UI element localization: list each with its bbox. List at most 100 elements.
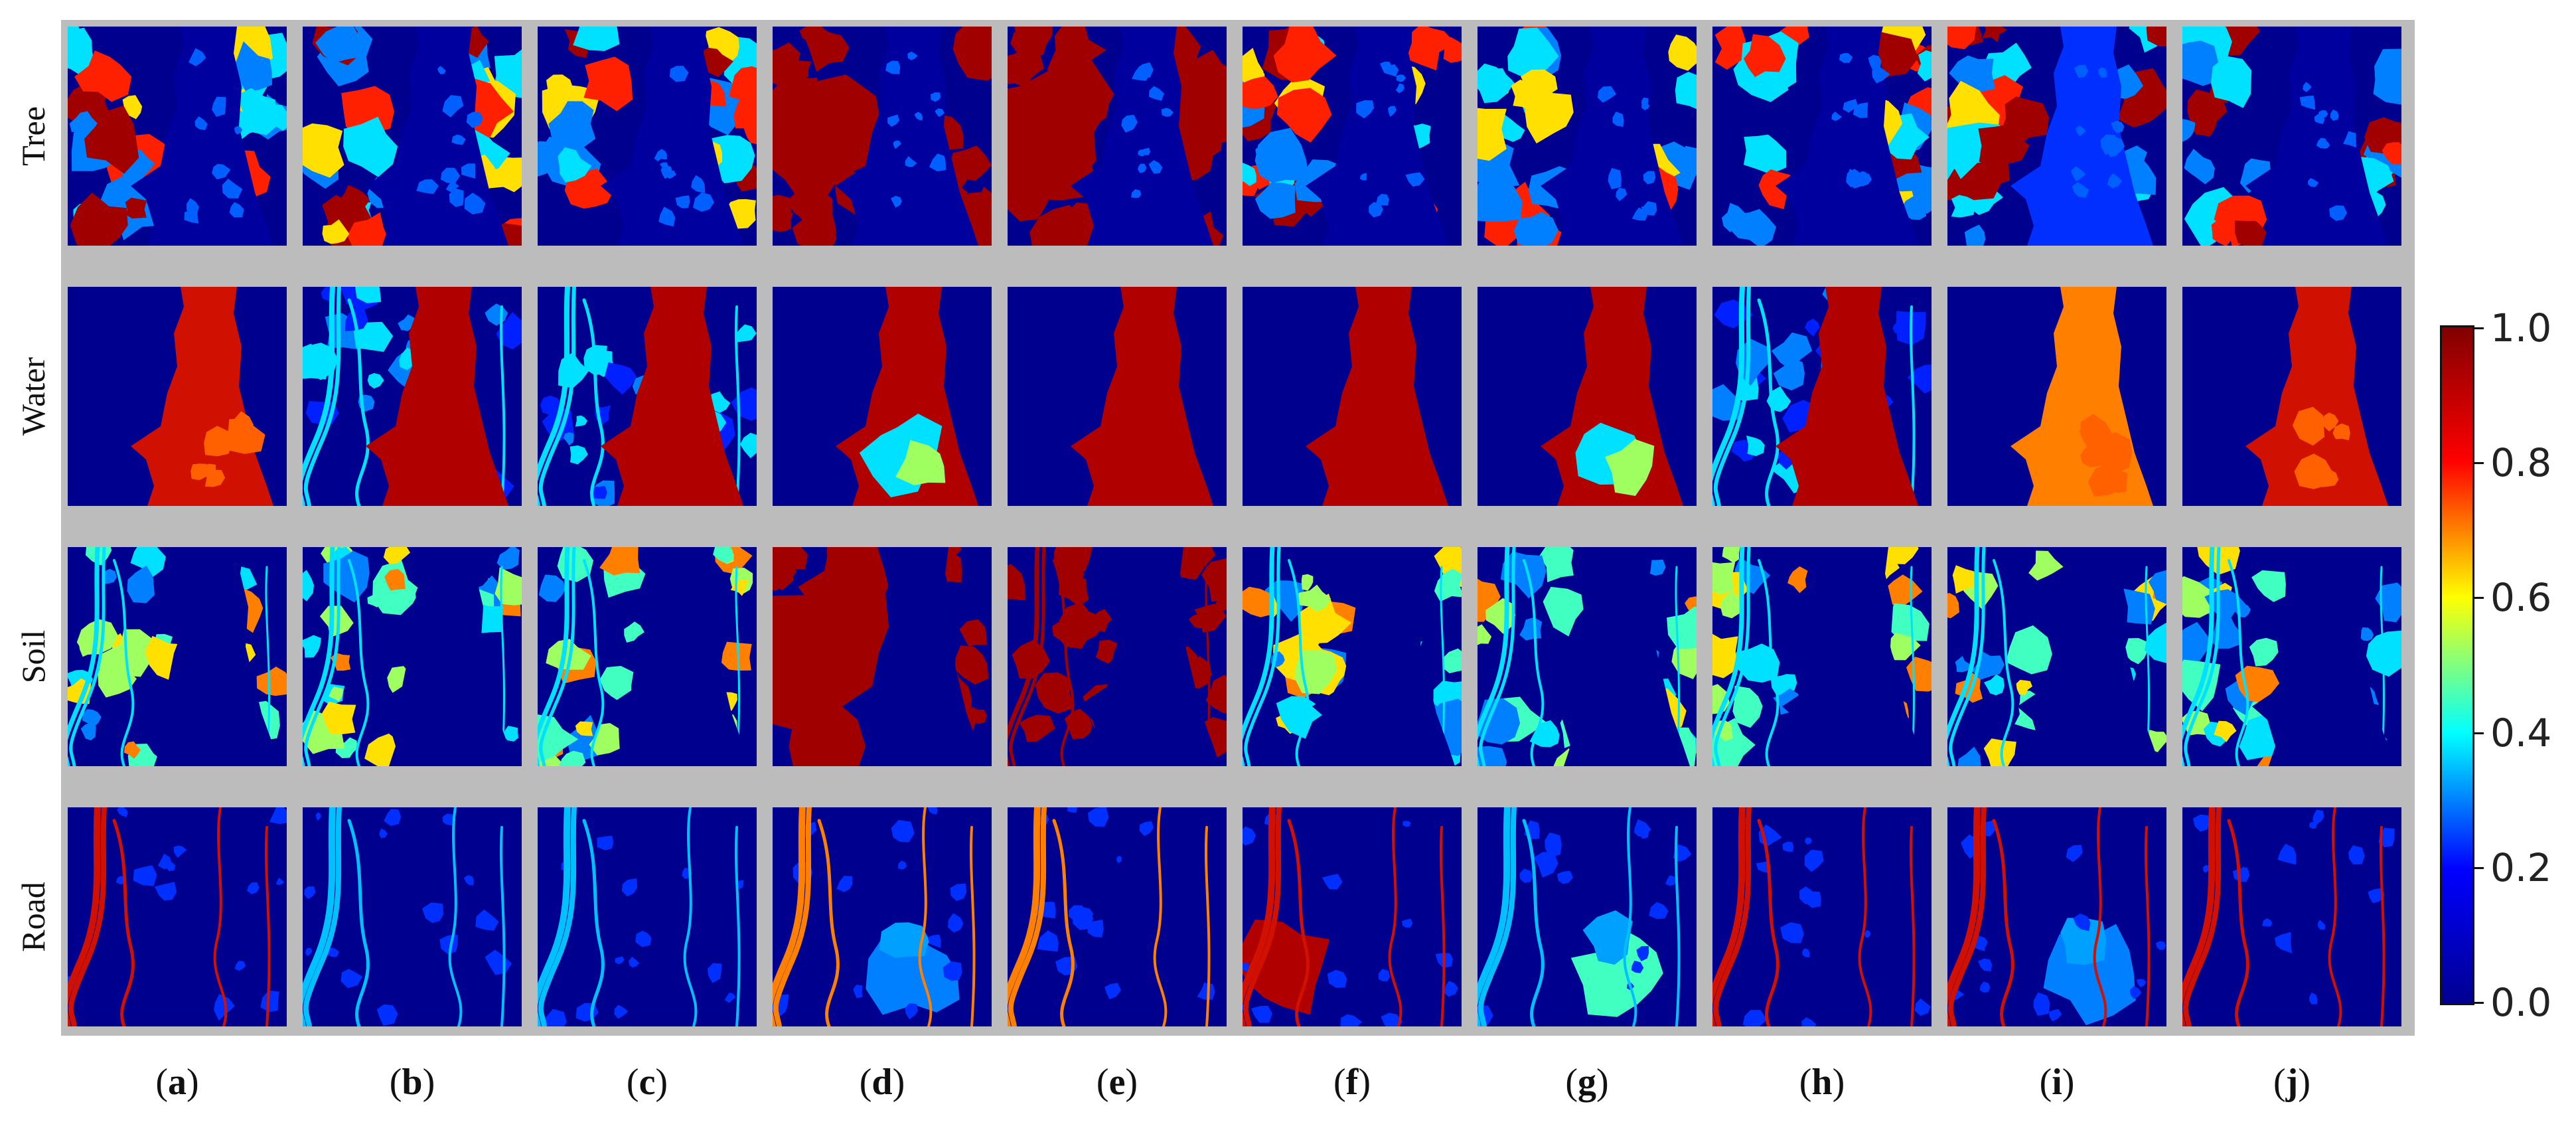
column-label-j: (j)	[2273, 1062, 2311, 1103]
abundance-map-water-e	[1008, 287, 1227, 506]
abundance-map-road-a	[68, 807, 287, 1026]
abundance-map-water-g	[1477, 287, 1697, 506]
abundance-map-image	[538, 27, 757, 246]
abundance-map-water-a	[68, 287, 287, 506]
abundance-map-image	[1712, 287, 1932, 506]
abundance-map-tree-a	[68, 27, 287, 246]
abundance-map-soil-a	[68, 547, 287, 766]
abundance-map-soil-g	[1477, 547, 1697, 766]
colorbar-tick-label: 0.0	[2490, 980, 2552, 1025]
abundance-map-road-b	[303, 807, 522, 1026]
abundance-map-water-h	[1712, 287, 1932, 506]
abundance-map-road-h	[1712, 807, 1932, 1026]
abundance-map-image	[1243, 27, 1462, 246]
abundance-map-image	[2182, 807, 2401, 1026]
row-label-water: Water	[15, 357, 52, 436]
abundance-map-image	[1712, 807, 1932, 1026]
abundance-map-road-f	[1243, 807, 1462, 1026]
column-label-a: (a)	[155, 1062, 199, 1103]
abundance-map-road-j	[2182, 807, 2401, 1026]
abundance-map-image	[538, 287, 757, 506]
column-label-d: (d)	[859, 1062, 905, 1103]
row-label-tree: Tree	[15, 106, 52, 166]
colorbar-tick	[2474, 327, 2484, 329]
abundance-map-image	[303, 547, 522, 766]
abundance-map-image	[1947, 287, 2166, 506]
abundance-map-soil-e	[1008, 547, 1227, 766]
colorbar-tick-label: 1.0	[2490, 305, 2552, 351]
abundance-map-tree-f	[1243, 27, 1462, 246]
abundance-map-image	[773, 807, 992, 1026]
abundance-map-tree-b	[303, 27, 522, 246]
abundance-map-image	[1008, 807, 1227, 1026]
abundance-map-image	[1477, 547, 1697, 766]
column-label-e: (e)	[1096, 1062, 1138, 1103]
abundance-map-image	[1243, 287, 1462, 506]
colorbar-tick-label: 0.4	[2490, 710, 2552, 756]
colorbar-tick-label: 0.8	[2490, 440, 2552, 486]
colorbar-tick-label: 0.6	[2490, 575, 2552, 621]
abundance-map-road-g	[1477, 807, 1697, 1026]
colorbar-tick	[2474, 866, 2484, 869]
abundance-map-image	[1008, 287, 1227, 506]
abundance-map-tree-i	[1947, 27, 2166, 246]
abundance-map-water-c	[538, 287, 757, 506]
abundance-map-soil-d	[773, 547, 992, 766]
row-label-soil: Soil	[15, 629, 52, 684]
abundance-map-soil-c	[538, 547, 757, 766]
abundance-map-road-i	[1947, 807, 2166, 1026]
abundance-map-image	[773, 27, 992, 246]
abundance-map-water-f	[1243, 287, 1462, 506]
colorbar-tick	[2474, 1002, 2484, 1004]
abundance-map-image	[1947, 807, 2166, 1026]
abundance-map-tree-j	[2182, 27, 2401, 246]
abundance-map-image	[1712, 27, 1932, 246]
abundance-map-soil-h	[1712, 547, 1932, 766]
abundance-map-image	[2182, 27, 2401, 246]
column-label-c: (c)	[626, 1062, 668, 1103]
abundance-map-image	[68, 287, 287, 506]
abundance-map-image	[1477, 287, 1697, 506]
column-label-b: (b)	[389, 1062, 435, 1103]
abundance-map-water-d	[773, 287, 992, 506]
abundance-map-image	[1477, 27, 1697, 246]
column-label-g: (g)	[1565, 1062, 1609, 1103]
abundance-map-water-i	[1947, 287, 2166, 506]
abundance-map-image	[773, 547, 992, 766]
abundance-map-tree-d	[773, 27, 992, 246]
abundance-map-image	[1947, 547, 2166, 766]
abundance-map-tree-e	[1008, 27, 1227, 246]
abundance-map-soil-j	[2182, 547, 2401, 766]
abundance-map-road-e	[1008, 807, 1227, 1026]
abundance-map-tree-g	[1477, 27, 1697, 246]
abundance-map-image	[2182, 547, 2401, 766]
abundance-map-tree-h	[1712, 27, 1932, 246]
abundance-map-image	[303, 287, 522, 506]
column-label-h: (h)	[1799, 1062, 1845, 1103]
abundance-map-image	[68, 807, 287, 1026]
abundance-map-image	[1712, 547, 1932, 766]
abundance-map-water-b	[303, 287, 522, 506]
abundance-map-image	[773, 287, 992, 506]
abundance-map-image	[68, 547, 287, 766]
abundance-map-water-j	[2182, 287, 2401, 506]
colorbar-tick	[2474, 732, 2484, 734]
abundance-map-road-d	[773, 807, 992, 1026]
abundance-map-soil-i	[1947, 547, 2166, 766]
abundance-map-image	[303, 807, 522, 1026]
abundance-map-image	[538, 547, 757, 766]
abundance-map-soil-f	[1243, 547, 1462, 766]
colorbar-tick-label: 0.2	[2490, 845, 2552, 890]
column-label-f: (f)	[1333, 1062, 1371, 1103]
abundance-map-image	[1243, 807, 1462, 1026]
colorbar-tick	[2474, 597, 2484, 600]
abundance-map-image	[1947, 27, 2166, 246]
abundance-map-image	[2182, 287, 2401, 506]
abundance-map-image	[1477, 807, 1697, 1026]
abundance-map-image	[1008, 27, 1227, 246]
column-label-i: (i)	[2039, 1062, 2075, 1103]
colorbar	[2440, 325, 2474, 1005]
colorbar-tick	[2474, 462, 2484, 465]
abundance-map-image	[68, 27, 287, 246]
